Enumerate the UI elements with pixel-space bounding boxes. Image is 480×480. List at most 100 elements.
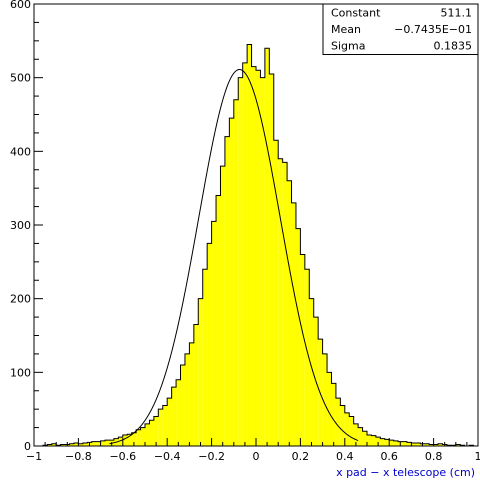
histogram-bin	[100, 440, 106, 446]
histogram-bin	[429, 444, 434, 446]
gaussian-fit-layer	[109, 69, 359, 445]
histogram-bin	[291, 202, 296, 446]
histogram-bin	[375, 437, 381, 446]
histogram-bin	[184, 353, 190, 446]
histogram-bin	[202, 269, 208, 446]
stats-label: Mean	[331, 23, 361, 36]
histogram-bin	[300, 254, 305, 446]
histogram-bin	[415, 443, 421, 446]
histogram-bin	[358, 427, 363, 446]
histogram-bin	[145, 423, 150, 446]
histogram-bin	[309, 298, 314, 446]
histogram-bin	[411, 443, 416, 446]
histogram-bin	[229, 118, 234, 446]
histogram-bin	[136, 429, 141, 446]
histogram-bin	[238, 77, 243, 447]
stats-value: −0.7435E−01	[394, 23, 472, 36]
histogram-bin	[269, 73, 274, 446]
histogram-bin	[282, 162, 288, 446]
axis-ticks: −1 −0.8 −0.6 −0.4 −0.2 0 0.2 0.4 0.6 0.8 1 0 100 200 3…	[10, 0, 480, 463]
histogram-bin	[162, 405, 168, 446]
histogram-bin	[295, 228, 301, 446]
histogram-bin	[216, 195, 221, 446]
histogram-bin	[389, 440, 394, 446]
histogram-bin	[105, 440, 110, 446]
histogram-bin	[211, 221, 217, 446]
histogram-bin	[322, 353, 328, 446]
x-tick-label: 0.6	[380, 450, 398, 463]
x-tick-label: 0.4	[336, 450, 354, 463]
stats-label: Constant	[331, 7, 381, 20]
histogram-bin	[78, 443, 83, 446]
histogram-bin	[127, 434, 132, 446]
histogram-bin	[171, 387, 177, 446]
histogram-bin	[193, 324, 199, 446]
stats-value: 0.1835	[434, 40, 473, 53]
histogram-bin	[380, 438, 385, 446]
histogram-bin	[340, 405, 345, 446]
histogram-bin	[367, 434, 372, 446]
histogram-bin	[287, 180, 292, 447]
stats-box: Constant 511.1 Mean −0.7435E−01 Sigma 0.1835	[322, 3, 479, 55]
histogram-bin	[273, 140, 279, 447]
histogram-bin	[256, 70, 261, 447]
histogram-bin	[82, 443, 88, 446]
x-tick-label: −0.6	[109, 450, 136, 463]
histogram-bin	[96, 441, 101, 446]
histogram-bin	[198, 298, 203, 446]
histogram-bin	[424, 443, 430, 446]
x-tick-label: 0.2	[292, 450, 310, 463]
histogram-bin	[207, 243, 212, 446]
histogram-outline	[34, 44, 478, 447]
x-tick-label: −0.8	[65, 450, 92, 463]
y-tick-label: 100	[10, 366, 31, 379]
histogram-bin	[149, 420, 154, 446]
histogram-bin	[176, 379, 181, 446]
histogram-bin	[371, 435, 376, 446]
histogram-bin	[180, 364, 185, 446]
histogram-bin	[433, 444, 439, 446]
stats-label: Sigma	[331, 40, 365, 53]
y-tick-label: 400	[10, 145, 31, 158]
x-tick-label: −0.2	[198, 450, 225, 463]
histogram-bin	[278, 158, 283, 446]
histogram-bin	[455, 444, 461, 446]
histogram-bin	[73, 443, 79, 446]
y-tick-label: 300	[10, 219, 31, 232]
histogram-bin	[131, 432, 137, 446]
x-tick-label: 1	[475, 450, 480, 463]
histogram-bin	[393, 440, 399, 446]
histogram-bin	[251, 66, 256, 446]
histogram-bin	[362, 431, 367, 446]
stats-value: 511.1	[441, 7, 473, 20]
histogram-bin	[51, 443, 57, 446]
x-axis-label: x pad − x telescope (cm)	[336, 466, 475, 479]
histogram-bin	[118, 437, 123, 446]
stats-box-frame	[322, 3, 479, 55]
histogram-bin	[189, 342, 194, 446]
histogram-bin	[384, 439, 390, 446]
histogram-bin	[69, 443, 74, 446]
y-tick-label: 600	[10, 0, 31, 11]
gaussian-fit-curve	[109, 69, 359, 445]
y-tick-label: 200	[10, 293, 31, 306]
histogram-bin	[335, 398, 341, 446]
histogram-bin	[402, 441, 407, 446]
histogram-bars	[34, 44, 478, 447]
histogram-bin	[122, 434, 128, 446]
histogram-bin	[247, 44, 252, 447]
y-tick-label: 500	[10, 72, 31, 85]
histogram-bin	[242, 62, 248, 446]
histogram-bin	[260, 77, 265, 447]
histogram-bin	[224, 136, 230, 446]
histogram-bin	[331, 383, 336, 446]
histogram-bin	[47, 444, 52, 446]
histogram-bin	[264, 48, 270, 446]
x-tick-label: 0	[253, 450, 260, 463]
x-tick-label: −0.4	[154, 450, 181, 463]
histogram-bin	[349, 416, 354, 446]
histogram-bin	[327, 372, 332, 446]
histogram-bin	[406, 442, 412, 446]
histogram-bin	[438, 443, 443, 446]
